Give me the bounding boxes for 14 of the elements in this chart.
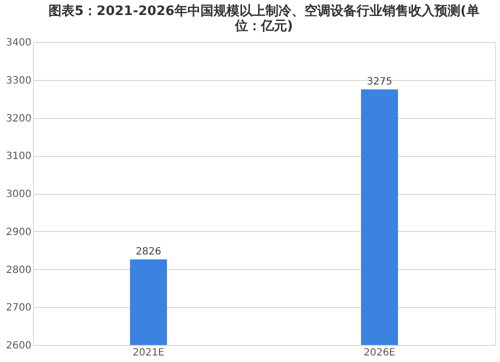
y-tick-label: 3200: [6, 113, 32, 124]
x-tick-label: 2026E: [364, 348, 396, 358]
y-tick-label: 2900: [6, 226, 32, 238]
y-tick-label: 3100: [6, 151, 32, 162]
x-tick-label: 2021E: [132, 348, 164, 358]
y-tick-label: 2800: [6, 264, 32, 276]
y-tick-label: 2600: [6, 340, 32, 352]
y-tick-label: 3300: [6, 75, 32, 86]
data-label: 3275: [366, 76, 392, 88]
data-label: 2826: [136, 246, 162, 258]
chart-title: 图表5：2021-2026年中国规模以上制冷、空调设备行业销售收入预测(单位：亿元): [48, 3, 480, 34]
y-tick-label: 3400: [6, 38, 32, 48]
y-tick-label: 3000: [6, 189, 32, 200]
y-tick-label: 2700: [6, 302, 32, 314]
